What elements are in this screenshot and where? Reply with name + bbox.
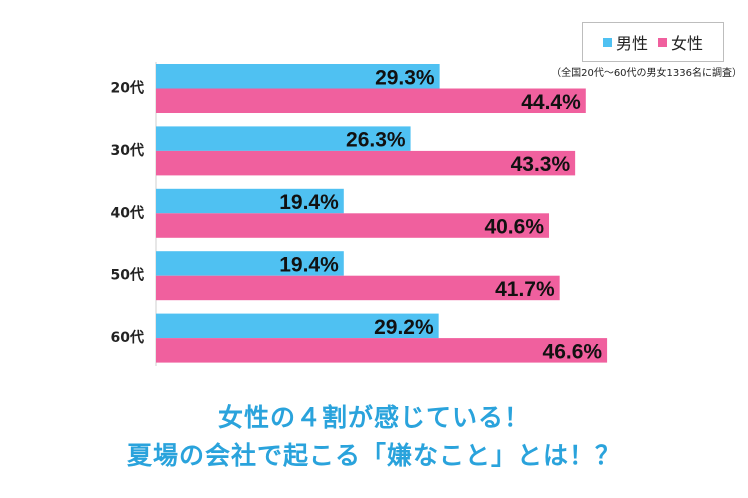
- category-label: 60代: [111, 329, 144, 346]
- bar-female: [156, 275, 560, 301]
- legend-swatch-female: [658, 37, 667, 47]
- data-label: 29.2%: [374, 316, 434, 339]
- headline-line-2: 夏場の会社で起こる「嫌なこと」とは！？: [126, 441, 621, 470]
- data-label: 46.6%: [543, 340, 603, 363]
- bar-male: [156, 126, 411, 151]
- bar-female: [156, 88, 586, 113]
- bar-male: [156, 313, 439, 339]
- data-label: 19.4%: [279, 191, 339, 214]
- legend-item-male: 男性: [602, 30, 648, 54]
- data-label: 40.6%: [484, 216, 544, 239]
- legend-label-female: 女性: [671, 34, 704, 53]
- data-label: 29.3%: [375, 66, 435, 89]
- chart-legend: 男性 女性: [582, 22, 724, 62]
- data-label: 26.3%: [346, 129, 406, 152]
- category-label: 20代: [111, 80, 144, 97]
- bar-male: [156, 188, 344, 214]
- category-label: 50代: [111, 267, 144, 284]
- category-label: 40代: [111, 204, 144, 221]
- legend-label-male: 男性: [615, 34, 648, 53]
- data-label: 41.7%: [495, 278, 555, 301]
- legend-item-female: 女性: [658, 30, 703, 54]
- survey-note: （全国20代〜60代の男女1336名に調査）: [551, 68, 742, 79]
- bar-male: [156, 64, 440, 89]
- bar-female: [156, 150, 576, 176]
- data-label: 44.4%: [521, 91, 581, 114]
- bar-male: [156, 251, 344, 276]
- legend-swatch-male: [602, 37, 612, 47]
- data-label: 43.3%: [511, 153, 571, 176]
- headline-line-1: 女性の４割が感じている！: [217, 403, 530, 432]
- data-label: 19.4%: [279, 253, 339, 276]
- category-label: 30代: [111, 142, 144, 159]
- bar-female: [156, 338, 608, 363]
- bar-female: [156, 213, 550, 238]
